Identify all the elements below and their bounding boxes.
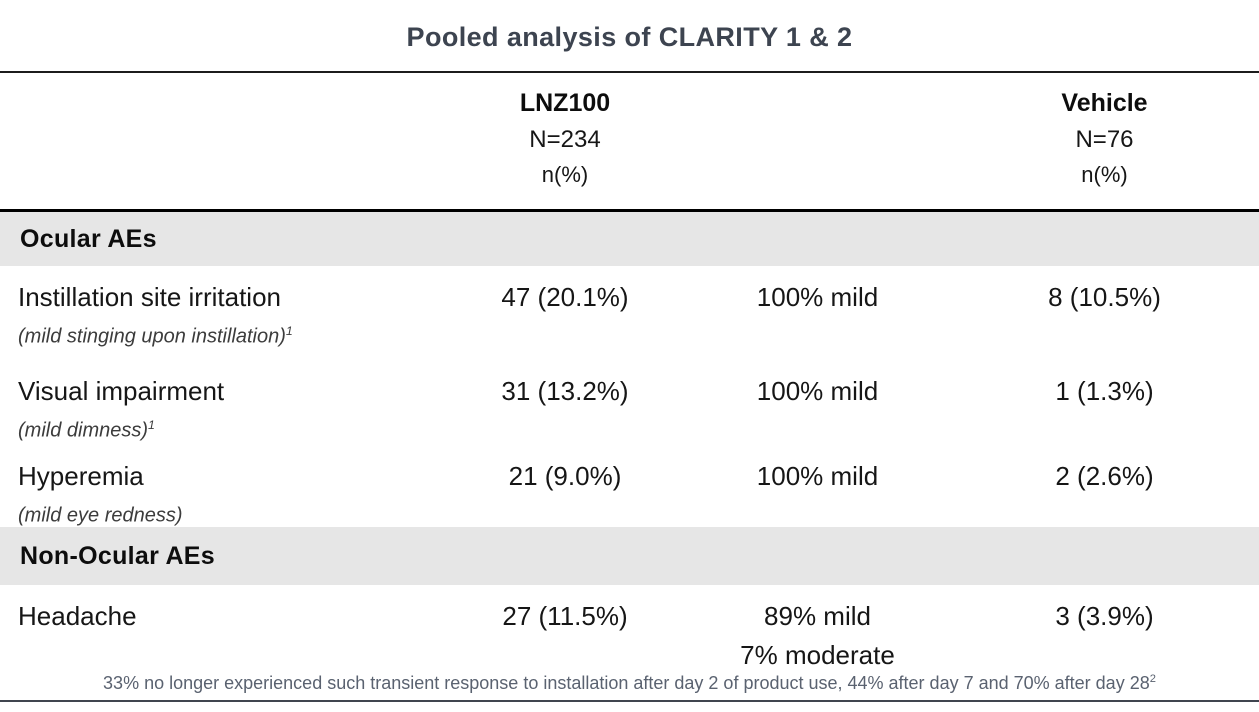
severity-value-line2: 7% moderate [740,640,895,670]
ae-sublabel-text: (mild eye redness) [18,504,183,527]
ae-sublabel: (mild eye redness) [0,503,445,528]
severity-value: 100% mild [756,376,879,406]
ae-sublabel: (mild stinging upon instillation)1 [0,324,445,349]
lnz100-sample-size: N=234 [529,126,601,153]
title-block: Pooled analysis of CLARITY 1 & 2 [0,0,1259,73]
footnote: 33% no longer experienced such transient… [0,673,1259,694]
footnote-row: 33% no longer experienced such transient… [0,672,1259,702]
vehicle-sample-size: N=76 [1075,126,1134,153]
lnz100-unit: n(%) [541,162,589,187]
ae-label: Instillation site irritation [18,282,281,312]
lnz100-value: 21 (9.0%) [508,461,622,491]
ae-sublabel: (mild dimness)1 [0,418,445,443]
row-label-cell: Visual impairment (mild dimness)1 [0,376,445,445]
lnz100-value: 27 (11.5%) [502,601,628,631]
column-header-severity-spacer [685,85,950,209]
vehicle-name: Vehicle [1061,89,1148,117]
table-row-instillation-site-irritation: Instillation site irritation (mild sting… [0,266,1259,360]
table-row-visual-impairment: Visual impairment (mild dimness)1 31 (13… [0,360,1259,445]
severity-value: 89% mild [764,601,871,631]
row-label-cell: Instillation site irritation (mild sting… [0,282,445,360]
page-title: Pooled analysis of CLARITY 1 & 2 [406,22,853,52]
ae-sublabel-text: (mild stinging upon instillation) [18,325,286,348]
lnz100-value: 31 (13.2%) [501,376,629,406]
column-header-lnz100: LNZ100 N=234 n(%) [445,85,685,209]
ae-label: Visual impairment [18,376,225,406]
ae-sublabel-text: (mild dimness) [18,419,149,442]
footnote-text: 33% no longer experienced such transient… [103,673,1150,693]
table-row-hyperemia: Hyperemia (mild eye redness) 21 (9.0%) 1… [0,445,1259,527]
section-header-non-ocular-aes: Non-Ocular AEs [0,527,1259,585]
row-label-cell: Hyperemia (mild eye redness) [0,461,445,528]
row-label-cell: Headache [0,601,445,672]
section-header-label: Ocular AEs [20,224,157,253]
vehicle-value: 2 (2.6%) [1055,461,1154,491]
severity-value: 100% mild [756,461,879,491]
section-header-ocular-aes: Ocular AEs [0,212,1259,266]
severity-value-cell: 89% mild 7% moderate [685,601,950,672]
vehicle-value: 1 (1.3%) [1055,376,1154,406]
vehicle-value: 3 (3.9%) [1055,601,1154,631]
footnote-marker: 1 [285,324,293,338]
column-header-spacer [0,85,445,209]
column-header-row: LNZ100 N=234 n(%) Vehicle N=76 n(%) [0,73,1259,212]
severity-value: 100% mild [756,282,879,312]
footnote-superscript: 2 [1149,673,1156,685]
lnz100-value: 47 (20.1%) [501,282,629,312]
lnz100-name: LNZ100 [519,89,611,117]
section-header-label: Non-Ocular AEs [20,541,215,570]
footnote-marker: 1 [148,418,155,432]
table-row-headache: Headache 27 (11.5%) 89% mild 7% moderate… [0,585,1259,672]
column-header-vehicle: Vehicle N=76 n(%) [950,85,1259,209]
ae-label: Hyperemia [18,461,144,491]
ae-label: Headache [18,601,137,631]
vehicle-value: 8 (10.5%) [1048,282,1161,312]
vehicle-unit: n(%) [1081,162,1128,187]
